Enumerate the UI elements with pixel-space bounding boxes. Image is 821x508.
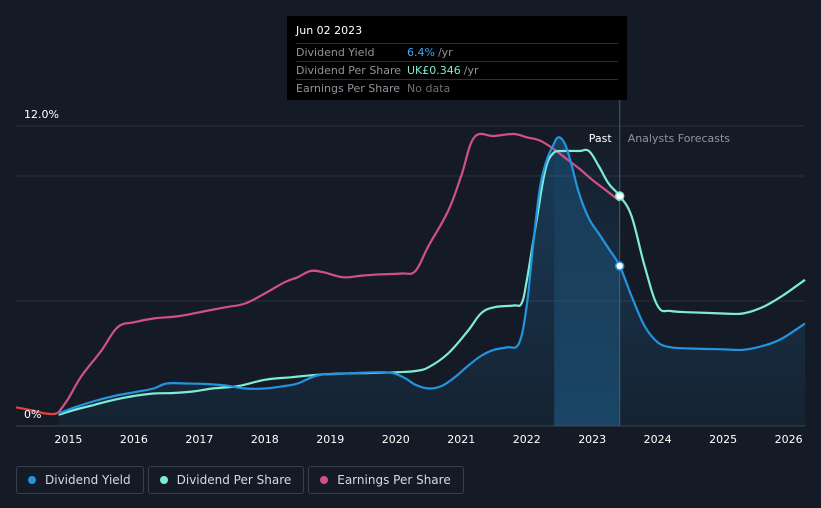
legend-label: Dividend Yield bbox=[45, 473, 131, 487]
dividend-per-share-marker bbox=[616, 192, 624, 200]
tooltip-row-dividend-per-share: Dividend Per Share UK£0.346 /yr bbox=[296, 61, 618, 79]
past-label: Past bbox=[589, 132, 613, 145]
legend-item-earnings-per-share[interactable]: Earnings Per Share bbox=[308, 466, 463, 494]
legend-label: Earnings Per Share bbox=[337, 473, 450, 487]
legend-dot-icon bbox=[160, 476, 168, 484]
x-tick-label: 2021 bbox=[447, 433, 475, 446]
x-tick-label: 2020 bbox=[382, 433, 410, 446]
y-tick-label: 0% bbox=[24, 408, 41, 421]
legend: Dividend Yield Dividend Per Share Earnin… bbox=[16, 466, 464, 494]
x-tick-label: 2024 bbox=[644, 433, 672, 446]
legend-label: Dividend Per Share bbox=[177, 473, 292, 487]
tooltip-unit: /yr bbox=[438, 46, 453, 59]
x-tick-label: 2023 bbox=[578, 433, 606, 446]
tooltip-label: Dividend Per Share bbox=[296, 64, 407, 77]
legend-item-dividend-per-share[interactable]: Dividend Per Share bbox=[148, 466, 305, 494]
tooltip: Jun 02 2023 Dividend Yield 6.4% /yr Divi… bbox=[287, 16, 627, 100]
legend-dot-icon bbox=[28, 476, 36, 484]
tooltip-value: No data bbox=[407, 82, 450, 95]
x-tick-label: 2015 bbox=[54, 433, 82, 446]
x-tick-label: 2016 bbox=[120, 433, 148, 446]
tooltip-row-earnings-per-share: Earnings Per Share No data bbox=[296, 79, 618, 97]
tooltip-date: Jun 02 2023 bbox=[296, 24, 618, 37]
tooltip-value: 6.4% bbox=[407, 46, 435, 59]
x-tick-label: 2026 bbox=[775, 433, 803, 446]
forecast-label: Analysts Forecasts bbox=[628, 132, 731, 145]
x-tick-label: 2019 bbox=[316, 433, 344, 446]
legend-dot-icon bbox=[320, 476, 328, 484]
tooltip-unit: /yr bbox=[464, 64, 479, 77]
x-tick-label: 2018 bbox=[251, 433, 279, 446]
tooltip-label: Dividend Yield bbox=[296, 46, 407, 59]
tooltip-row-dividend-yield: Dividend Yield 6.4% /yr bbox=[296, 43, 618, 61]
x-tick-label: 2017 bbox=[185, 433, 213, 446]
tooltip-value: UK£0.346 bbox=[407, 64, 461, 77]
legend-item-dividend-yield[interactable]: Dividend Yield bbox=[16, 466, 144, 494]
dividend-yield-marker bbox=[616, 262, 624, 270]
x-tick-label: 2025 bbox=[709, 433, 737, 446]
x-tick-label: 2022 bbox=[513, 433, 541, 446]
y-tick-label: 12.0% bbox=[24, 108, 59, 121]
tooltip-label: Earnings Per Share bbox=[296, 82, 407, 95]
